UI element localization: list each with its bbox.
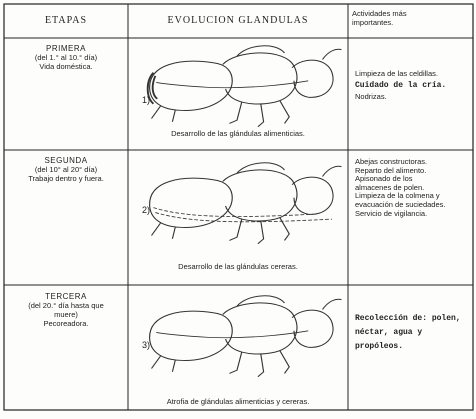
activities-cell: Limpieza de las celdillas. Cuidado de la …	[355, 69, 470, 101]
figure-number: 1)	[142, 95, 151, 105]
activities-cell: Abejas constructoras. Reparto del aliment…	[355, 157, 470, 218]
activity: Cuidado de la cría.	[355, 80, 447, 90]
header-activities: Actividades más importantes.	[352, 9, 407, 27]
activity: Limpieza de la colmena y evacuación de s…	[355, 191, 446, 209]
stage-role: Trabajo dentro y fuera.	[28, 174, 104, 183]
stage-role: Pecoreadora.	[43, 319, 89, 328]
stage-name: SEGUNDA	[44, 156, 88, 165]
stage-period: (del 10° al 20° día)	[34, 165, 98, 174]
activity: Limpieza de las celdillas.	[355, 69, 438, 78]
stage-name: TERCERA	[45, 292, 87, 301]
activity: Apisonado de los almacenes de polen.	[355, 174, 425, 192]
stage-period: (del 1.° al 10.° día)	[34, 53, 98, 62]
activity: Servicio de vigilancia.	[355, 208, 428, 218]
activity: Recolección de: polen, néctar, agua y pr…	[355, 314, 461, 351]
figure-caption: Atrofia de glándulas alimenticias y cere…	[166, 397, 310, 406]
stage-cell: TERCERA (del 20.° día hasta que muere) Pec…	[4, 292, 128, 328]
figure-number: 2)	[142, 205, 151, 215]
stage-cell: PRIMERA (del 1.° al 10.° día) Vida domésti…	[4, 44, 128, 71]
stage-period: (del 20.° día hasta que muere)	[28, 301, 104, 319]
activities-cell: Recolección de: polen, néctar, agua y pr…	[355, 312, 470, 354]
activity: Nodrizas.	[355, 91, 387, 101]
activity: Reparto del alimento.	[355, 165, 427, 175]
stage-name: PRIMERA	[46, 44, 86, 53]
activity: Abejas constructoras.	[355, 157, 428, 166]
stage-role: Vida doméstica.	[39, 62, 93, 71]
header-stages: ETAPAS	[44, 15, 88, 26]
stage-cell: SEGUNDA (del 10° al 20° día) Trabajo dentr…	[4, 156, 128, 183]
figure-caption: Desarrollo de las glándulas cereras.	[178, 262, 298, 271]
figure-caption: Desarrollo de las glándulas alimenticias…	[171, 129, 305, 138]
header-evolution: EVOLUCION GLANDULAS	[167, 15, 309, 26]
figure-number: 3)	[142, 340, 151, 350]
